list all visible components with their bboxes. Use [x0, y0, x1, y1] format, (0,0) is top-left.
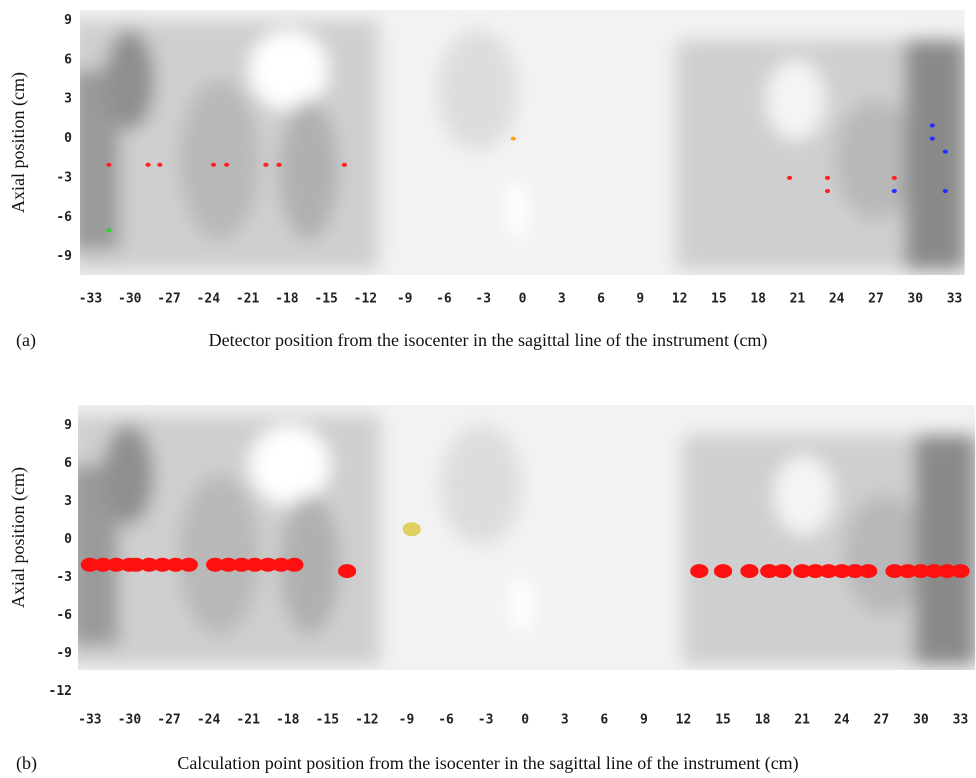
panel-label: (a) [16, 330, 36, 351]
heatmap-a [70, 10, 975, 275]
x-tick-label: 12 [676, 713, 692, 728]
point [773, 564, 791, 578]
x-axis-label: Detector position from the isocenter in … [209, 330, 768, 351]
x-tick-label: 6 [600, 713, 608, 728]
x-tick-label: -24 [197, 292, 221, 307]
point [106, 163, 111, 167]
x-tick-label: -6 [436, 292, 452, 307]
y-tick-label: 0 [64, 532, 72, 547]
figure: -33-30-27-24-21-18-15-12-9-6-30369121518… [0, 0, 976, 778]
x-tick-label: -6 [438, 713, 454, 728]
x-tick-label: 33 [953, 713, 969, 728]
x-tick-label: 27 [874, 713, 890, 728]
x-tick-label: 0 [521, 713, 529, 728]
x-tick-label: 18 [755, 713, 771, 728]
panel-label: (b) [16, 753, 37, 774]
x-tick-label: 24 [829, 292, 845, 307]
point [714, 564, 732, 578]
x-tick-label: -27 [157, 713, 180, 728]
x-tick-label: 27 [868, 292, 884, 307]
x-tick-label: 9 [640, 713, 648, 728]
heatmap-b [68, 405, 976, 670]
y-tick-label: 9 [64, 418, 72, 433]
point [825, 176, 830, 180]
x-tick-label: 24 [834, 713, 850, 728]
x-tick-label: -21 [236, 292, 260, 307]
y-tick-label: -12 [49, 684, 72, 699]
point [263, 163, 268, 167]
x-tick-label: 33 [947, 292, 963, 307]
point [690, 564, 708, 578]
point [787, 176, 792, 180]
x-tick-label: -21 [236, 713, 260, 728]
x-tick-label: 21 [790, 292, 806, 307]
x-tick-label: -9 [399, 713, 415, 728]
point [892, 176, 897, 180]
x-tick-label: -30 [118, 292, 142, 307]
y-tick-label: -3 [56, 170, 72, 185]
point [943, 189, 948, 193]
point [211, 163, 216, 167]
point [825, 189, 830, 193]
x-tick-label: 3 [561, 713, 569, 728]
x-tick-label: 15 [715, 713, 731, 728]
point [892, 189, 897, 193]
x-tick-label: 0 [519, 292, 527, 307]
point [930, 137, 935, 141]
x-tick-label: 9 [636, 292, 644, 307]
x-tick-label: 3 [558, 292, 566, 307]
x-tick-label: -33 [79, 292, 102, 307]
y-axis-label: Axial position (cm) [8, 467, 29, 608]
point [276, 163, 281, 167]
point [145, 163, 150, 167]
x-tick-label: -24 [197, 713, 221, 728]
x-tick-label: -12 [354, 292, 377, 307]
y-tick-label: 3 [64, 92, 72, 107]
point [511, 137, 516, 141]
point [224, 163, 229, 167]
y-axis-label: Axial position (cm) [8, 72, 29, 213]
point [403, 522, 421, 536]
x-tick-label: -3 [475, 292, 491, 307]
point [943, 150, 948, 154]
x-tick-label: 12 [672, 292, 688, 307]
x-axis-label: Calculation point position from the isoc… [177, 753, 798, 774]
x-tick-label: -15 [316, 713, 339, 728]
y-tick-label: -6 [56, 210, 72, 225]
point [106, 228, 111, 232]
point [951, 564, 969, 578]
y-tick-label: -9 [56, 646, 72, 661]
y-tick-label: 3 [64, 494, 72, 509]
x-tick-label: -27 [157, 292, 180, 307]
y-tick-label: -3 [56, 570, 72, 585]
y-tick-label: -9 [56, 249, 72, 264]
x-tick-label: 6 [597, 292, 605, 307]
x-tick-label: -18 [275, 292, 299, 307]
point [342, 163, 347, 167]
x-tick-label: -3 [478, 713, 494, 728]
y-tick-label: 0 [64, 131, 72, 146]
x-tick-label: -30 [118, 713, 142, 728]
point [930, 123, 935, 127]
x-tick-label: 30 [907, 292, 923, 307]
point [285, 558, 303, 572]
x-tick-label: 15 [711, 292, 727, 307]
y-tick-label: 9 [64, 13, 72, 28]
x-tick-label: -9 [397, 292, 413, 307]
x-tick-label: 18 [750, 292, 766, 307]
x-tick-label: -12 [355, 713, 378, 728]
point [859, 564, 877, 578]
x-tick-label: 30 [913, 713, 929, 728]
y-tick-label: 6 [64, 456, 72, 471]
point [740, 564, 758, 578]
y-tick-label: -6 [56, 608, 72, 623]
point [157, 163, 162, 167]
point [180, 558, 198, 572]
point [338, 564, 356, 578]
x-tick-label: -18 [276, 713, 300, 728]
x-tick-label: 21 [794, 713, 810, 728]
x-tick-label: -15 [314, 292, 337, 307]
y-tick-label: 6 [64, 52, 72, 67]
x-tick-label: -33 [78, 713, 101, 728]
